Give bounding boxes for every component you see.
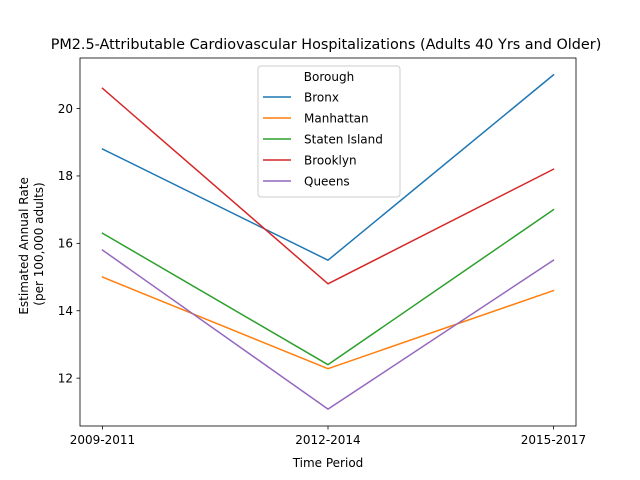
- legend-label-3: Brooklyn: [304, 153, 357, 167]
- series-line-4: [101, 249, 555, 410]
- x-tick-label: 2012-2014: [295, 433, 360, 447]
- series-line-0: [101, 73, 555, 261]
- y-tick-label: 18: [58, 169, 73, 183]
- x-tick-label: 2015-2017: [521, 433, 586, 447]
- legend: Borough Bronx Manhattan Staten Island Brookl…: [257, 65, 401, 198]
- y-tick-label: 20: [58, 102, 73, 116]
- legend-label-0: Bronx: [304, 90, 339, 104]
- y-tick-label: 16: [58, 237, 73, 251]
- chart-title: PM2.5-Attributable Cardiovascular Hospit…: [51, 37, 602, 53]
- series-line-3: [101, 87, 555, 285]
- series-line-2: [101, 208, 555, 366]
- x-axis-label: Time Period: [292, 456, 364, 470]
- y-axis-label-line-2: (per 100,000 adults): [32, 182, 46, 305]
- x-tick-label: 2009-2011: [70, 433, 135, 447]
- y-axis-label: Estimated Annual Rate (per 100,000 adult…: [17, 173, 46, 314]
- legend-title: Borough: [304, 70, 354, 84]
- y-axis: 12 14 16 18 20: [58, 102, 80, 385]
- legend-label-4: Queens: [304, 174, 350, 188]
- y-axis-label-line-1: Estimated Annual Rate: [17, 177, 31, 314]
- y-tick-label: 12: [58, 371, 73, 385]
- series-line-1: [101, 276, 555, 370]
- legend-box: [257, 65, 401, 198]
- x-axis: 2009-2011 2012-2014 2015-2017: [70, 426, 586, 447]
- legend-label-2: Staten Island: [304, 132, 383, 146]
- plot-area: [79, 57, 577, 427]
- y-tick-label: 14: [58, 304, 73, 318]
- legend-label-1: Manhattan: [304, 111, 369, 125]
